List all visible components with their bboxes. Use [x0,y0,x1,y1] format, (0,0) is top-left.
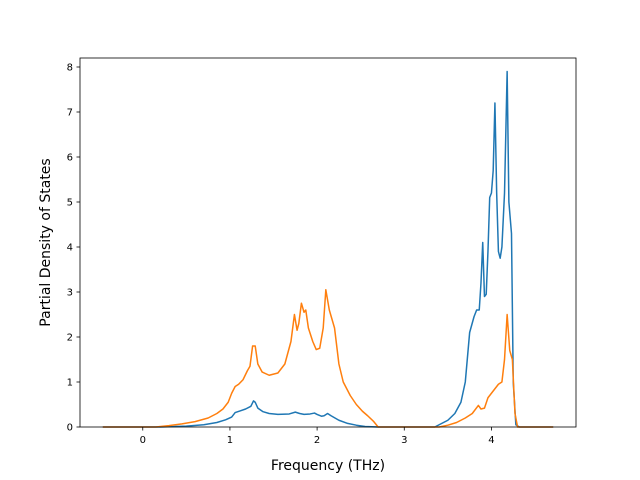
x-tick-label: 3 [401,435,407,446]
plot-area [80,58,576,427]
x-tick-label: 2 [314,435,320,446]
y-axis-label: Partial Density of States [38,158,54,326]
x-axis-label: Frequency (THz) [271,458,385,474]
x-tick-label: 1 [227,435,233,446]
y-tick-label: 8 [67,63,73,74]
y-tick-label: 4 [67,243,73,254]
y-tick-label: 1 [67,378,73,389]
y-tick-label: 6 [67,153,73,164]
y-tick-label: 7 [67,108,73,119]
x-tick-label: 4 [488,435,494,446]
y-tick-label: 3 [67,288,73,299]
plot-frame [79,57,577,428]
y-tick-label: 0 [67,423,73,434]
y-tick-label: 5 [67,198,73,209]
series-line-2 [102,289,554,428]
ticks-layer: 0 1 2 3 4 0 1 2 3 4 5 6 7 8 [67,63,495,446]
x-tick-label: 0 [140,435,146,446]
y-tick-label: 2 [67,333,73,344]
